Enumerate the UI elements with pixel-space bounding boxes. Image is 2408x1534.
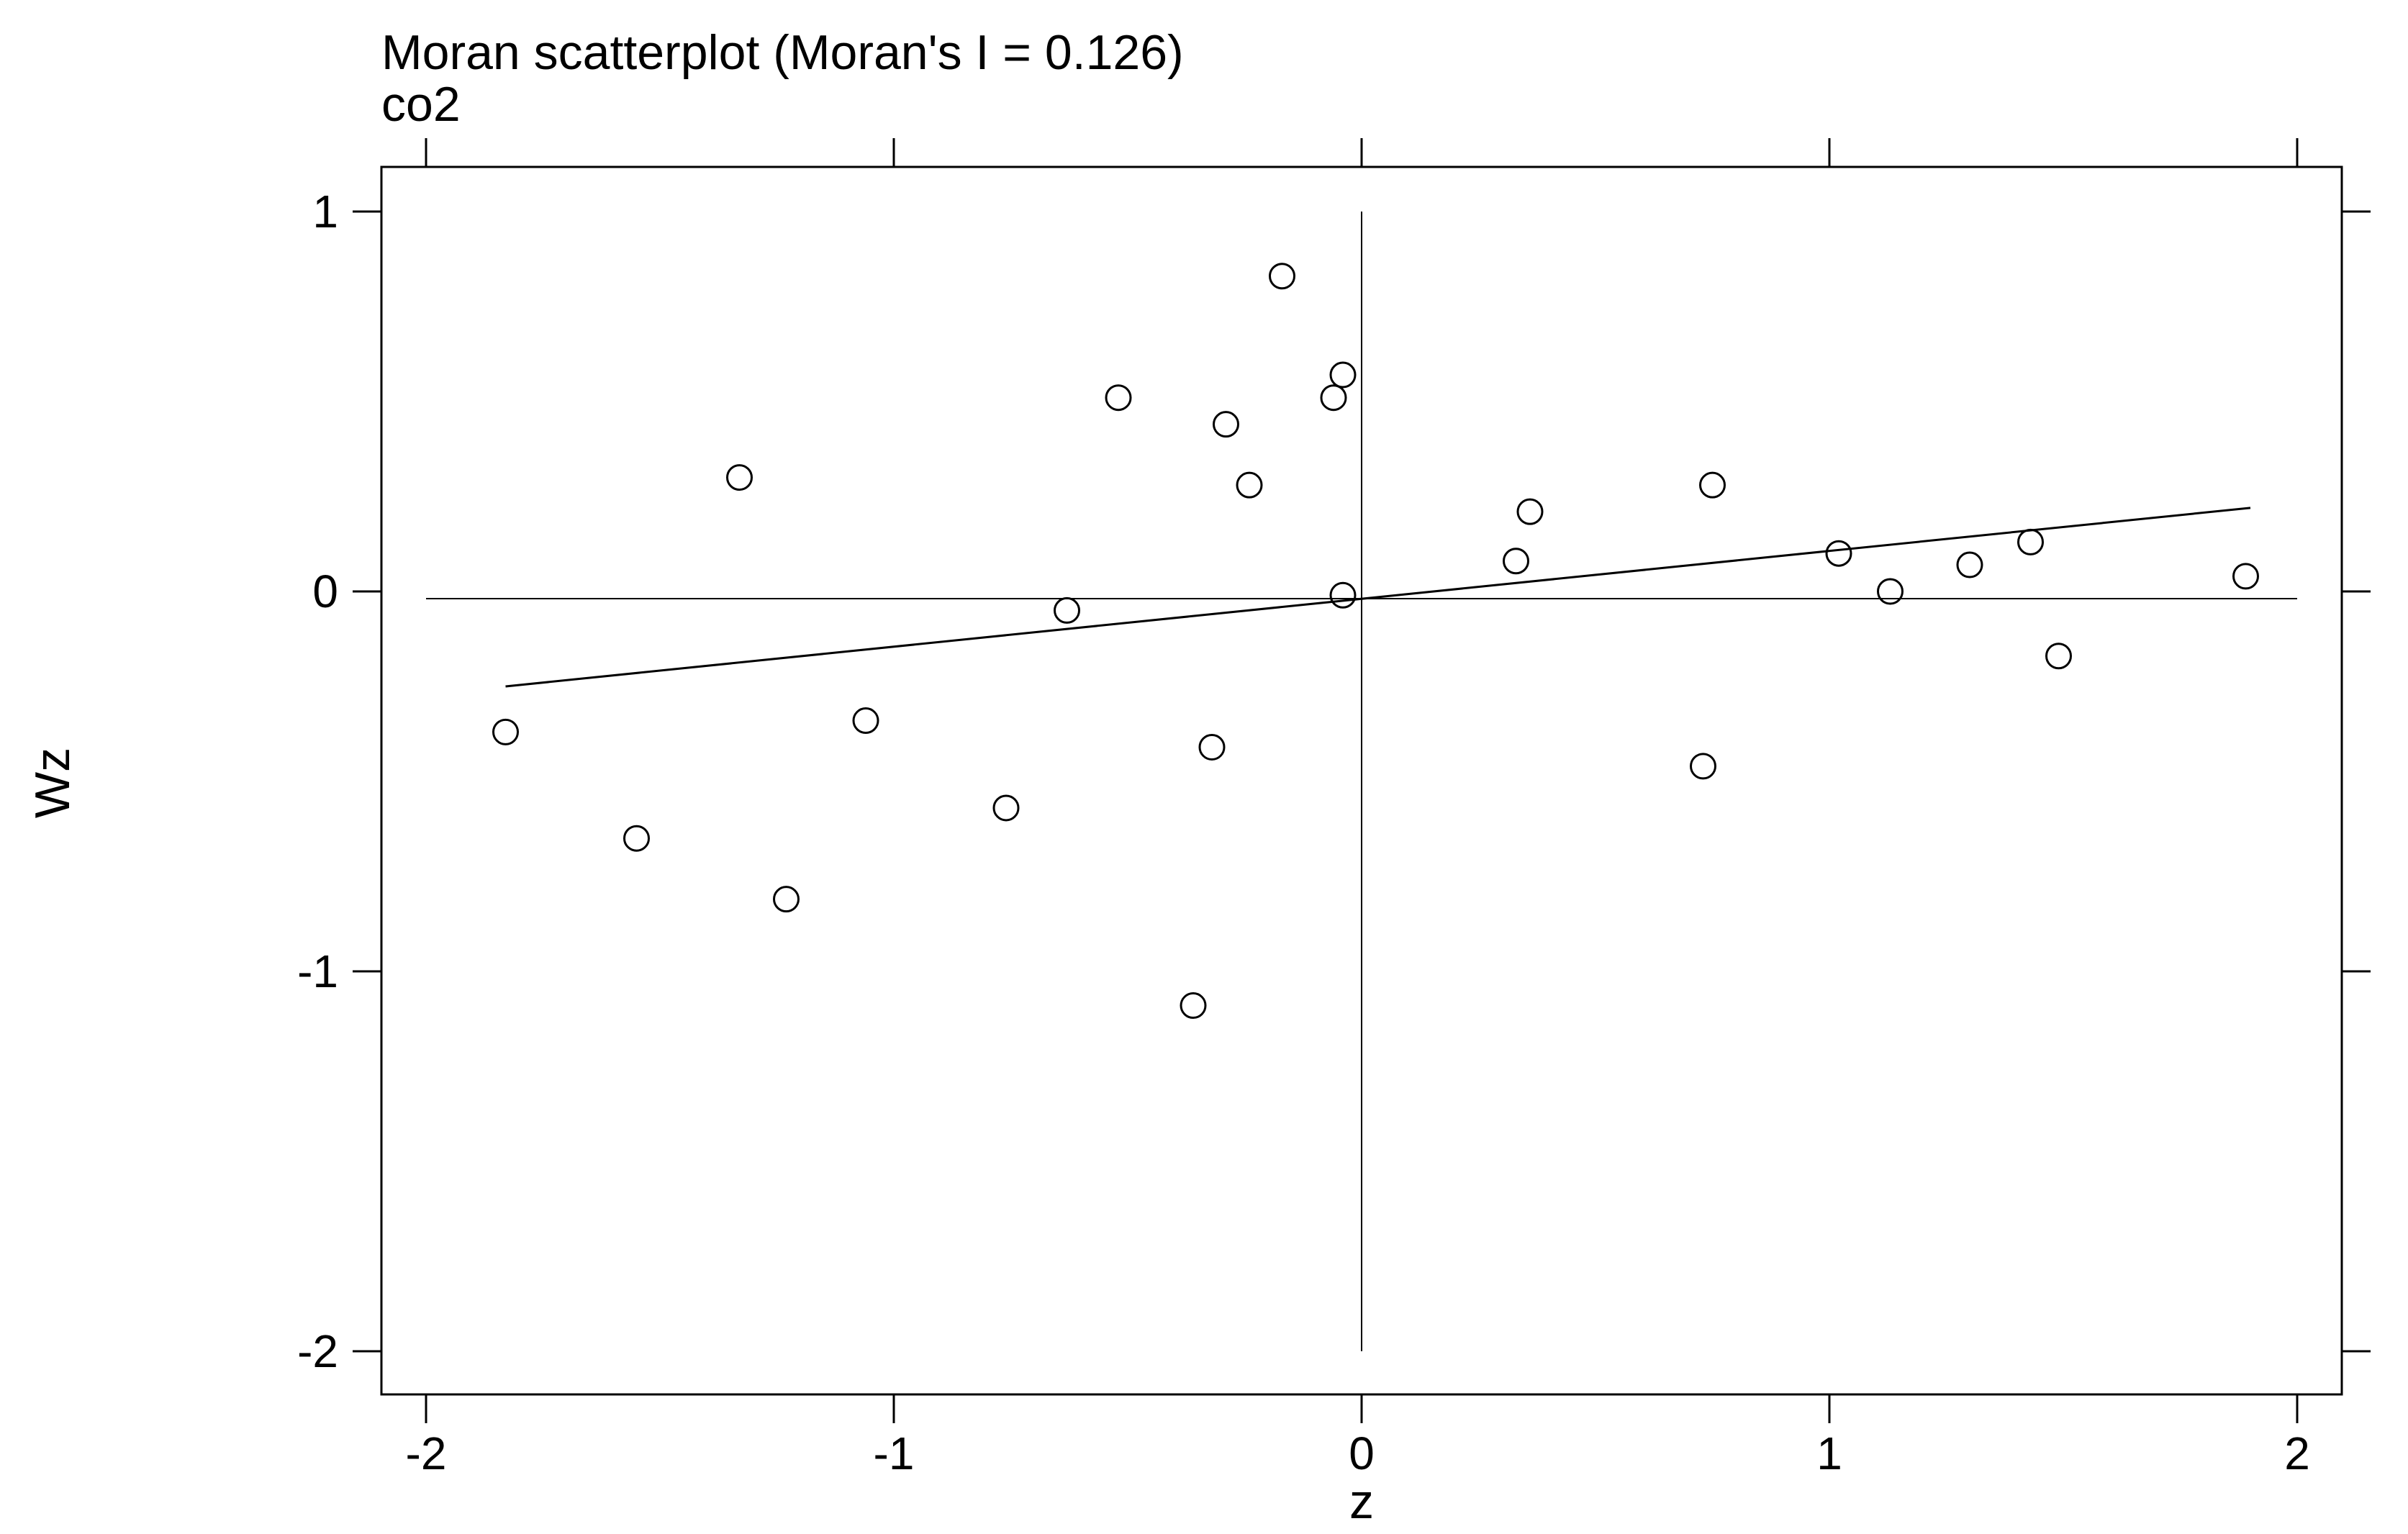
regression-line <box>505 507 2251 688</box>
x-tick-label: 1 <box>1816 1428 1842 1479</box>
data-point <box>1269 263 1295 290</box>
data-point <box>1329 581 1357 609</box>
chart-title: Moran scatterplot (Moran's I = 0.126) <box>381 25 1184 80</box>
data-point <box>1213 411 1239 438</box>
data-point <box>1329 361 1357 389</box>
data-point <box>1516 498 1544 525</box>
data-point <box>1320 384 1347 412</box>
data-point <box>1180 992 1207 1020</box>
y-tick-label: -1 <box>297 945 338 997</box>
x-axis: -2 -1 0 1 2 <box>406 138 2310 1479</box>
x-axis-label: z <box>1349 1474 1374 1529</box>
data-point <box>623 825 650 852</box>
data-point <box>1877 578 1904 605</box>
data-point <box>726 464 753 491</box>
data-point <box>492 718 519 745</box>
x-tick-label: -1 <box>874 1428 915 1479</box>
data-points <box>492 263 2259 1020</box>
data-point <box>1956 551 1983 578</box>
data-point <box>852 707 879 735</box>
data-point <box>1825 540 1852 567</box>
data-point <box>1699 471 1726 499</box>
y-tick-label: -2 <box>297 1325 338 1377</box>
x-tick-label: 2 <box>2284 1428 2310 1479</box>
chart-subtitle: co2 <box>381 77 461 132</box>
y-axis-label: Wz <box>25 748 80 818</box>
y-axis: -2 -1 0 1 <box>297 186 2371 1377</box>
x-tick-label: 0 <box>1349 1428 1375 1479</box>
data-point <box>773 886 800 913</box>
data-point <box>1690 753 1716 780</box>
data-point <box>2045 643 2072 670</box>
data-point <box>1503 548 1529 575</box>
regression-line-group <box>505 507 2251 688</box>
data-point <box>1236 471 1263 499</box>
y-tick-label: 0 <box>312 566 338 617</box>
y-tick-label: 1 <box>312 186 338 237</box>
data-point <box>2232 563 2259 590</box>
x-tick-label: -2 <box>406 1428 447 1479</box>
data-point <box>2017 528 2044 555</box>
data-point <box>1105 384 1132 412</box>
data-point <box>1198 733 1226 761</box>
data-point <box>992 794 1020 822</box>
data-point <box>1054 596 1080 624</box>
reference-lines <box>426 212 2297 1351</box>
